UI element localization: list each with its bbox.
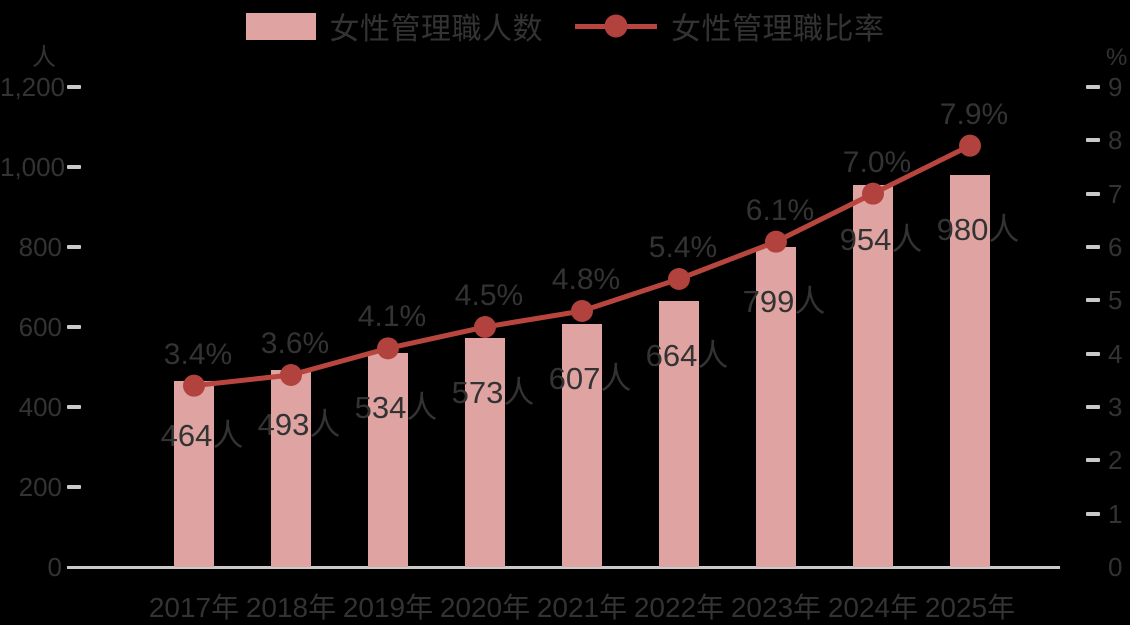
line-value-label: 4.5%: [454, 279, 524, 312]
right-axis-tick-mark: [1086, 85, 1100, 89]
left-axis-unit-label: 人: [32, 44, 56, 71]
right-axis-tick-label: 7: [1108, 178, 1123, 209]
bar-value-label: 799人: [742, 284, 826, 320]
bar-value-label: 573人: [451, 374, 535, 410]
left-axis-tick-mark: [67, 325, 81, 329]
bar-value-label: 464人: [160, 418, 244, 454]
right-axis-tick-mark: [1086, 351, 1100, 356]
bar-value-label: 534人: [354, 390, 438, 426]
right-axis-tick-label: 2: [1108, 445, 1123, 476]
left-axis-tick-label: 800: [18, 232, 62, 262]
x-axis-label-2017年: 2017年: [148, 592, 240, 623]
line-marker: [474, 316, 496, 338]
right-axis-tick-mark: [1086, 245, 1100, 249]
bar-series-legend-label: 女性管理職人数: [329, 13, 543, 46]
line-value-label: 5.4%: [648, 231, 718, 264]
bar-2019年: [368, 353, 408, 567]
right-axis-tick-label: 5: [1108, 285, 1123, 316]
bar-value-label: 607人: [548, 361, 632, 397]
line-value-label: 4.1%: [357, 300, 427, 334]
line-series-legend-label: 女性管理職比率: [671, 13, 885, 46]
right-axis-unit-label: %: [1106, 44, 1128, 71]
x-axis-label-2025年: 2025年: [924, 592, 1016, 623]
bar-value-label: 664人: [645, 338, 729, 374]
left-axis-tick-mark: [67, 245, 81, 249]
right-axis-tick-mark: [1086, 458, 1100, 463]
left-axis-tick-mark: [67, 165, 81, 169]
right-axis-tick-mark: [1086, 138, 1100, 143]
bar-value-label: 954人: [839, 222, 923, 258]
right-axis-tick-mark: [1086, 298, 1100, 303]
right-axis-tick-label: 3: [1108, 392, 1123, 422]
x-axis-label-2018年: 2018年: [245, 592, 337, 623]
x-axis-label-2020年: 2020年: [439, 592, 531, 623]
line-value-label: 6.1%: [745, 193, 815, 227]
right-axis-tick-mark: [1086, 511, 1100, 516]
right-axis-tick-label: 0: [1108, 552, 1123, 582]
legend-item-bar-series: 女性管理職人数: [245, 4, 544, 48]
left-axis-tick-mark: [67, 485, 81, 489]
bar-2020年: [465, 337, 505, 567]
x-axis-line: [67, 566, 1060, 569]
bar-value-label: 980人: [936, 212, 1020, 247]
right-axis-tick-label: 4: [1108, 338, 1123, 369]
left-axis-tick-mark: [67, 405, 81, 409]
x-axis-label-2024年: 2024年: [827, 592, 919, 623]
legend-item-line-series: 女性管理職比率: [575, 4, 885, 48]
bar-value-label: 493人: [257, 406, 341, 442]
bar-2018年: [271, 369, 311, 567]
left-axis-tick-label: 1,000: [0, 152, 66, 182]
left-axis-tick-label: 0: [47, 552, 62, 582]
bar-2017年: [174, 381, 214, 567]
line-series-marker-icon: [575, 13, 657, 40]
right-axis-tick-label: 8: [1108, 125, 1123, 156]
line-marker: [571, 300, 593, 322]
right-axis-tick-label: 1: [1108, 498, 1123, 529]
right-axis-tick-label: 9: [1108, 72, 1123, 102]
right-axis-tick-label: 6: [1108, 232, 1123, 262]
x-axis-label-2023年: 2023年: [730, 592, 822, 623]
left-axis-tick-label: 1,200: [0, 72, 66, 102]
line-marker: [959, 134, 981, 157]
line-value-label: 7.0%: [842, 145, 912, 179]
bar-series-swatch-icon: [245, 12, 316, 40]
left-axis-tick-label: 400: [18, 392, 62, 422]
line-value-label: 3.6%: [260, 327, 330, 360]
x-axis-label-2021年: 2021年: [536, 592, 628, 623]
right-axis-tick-mark: [1086, 405, 1100, 409]
line-value-label: 4.8%: [551, 263, 621, 296]
right-axis-tick-mark: [1086, 191, 1100, 196]
line-value-label: 3.4%: [163, 337, 233, 371]
x-axis-label-2019年: 2019年: [342, 592, 434, 623]
line-value-label: 7.9%: [939, 97, 1009, 131]
legend: 女性管理職人数 女性管理職比率: [0, 4, 1130, 48]
left-axis-tick-mark: [67, 85, 81, 89]
left-axis-tick-label: 600: [18, 312, 62, 342]
left-axis-tick-label: 200: [18, 472, 62, 502]
line-marker: [668, 268, 690, 290]
x-axis-label-2022年: 2022年: [633, 592, 725, 623]
